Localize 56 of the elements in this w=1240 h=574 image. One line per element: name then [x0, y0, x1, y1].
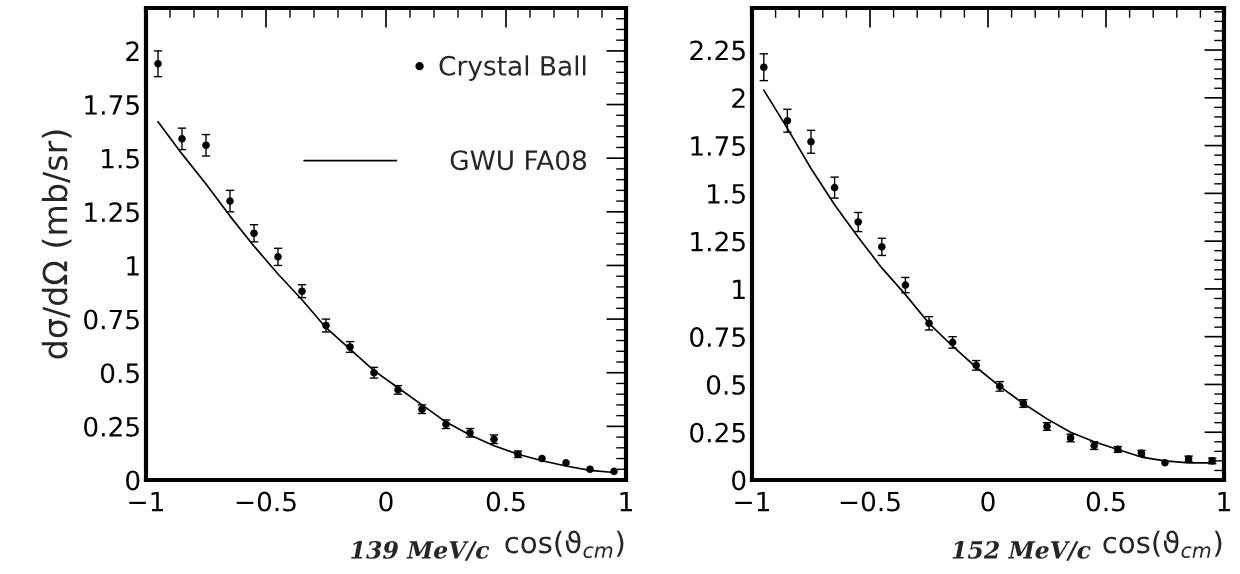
point	[202, 141, 210, 150]
y-tick-label: 0	[126, 470, 140, 491]
x-tick-label: −0.5	[840, 491, 900, 512]
y-tick-label: 1.5	[708, 184, 745, 204]
legend-label: GWU FA08	[450, 150, 587, 171]
point	[298, 287, 306, 295]
y-tick-label: 2.25	[690, 40, 745, 61]
point	[901, 281, 910, 289]
y-tick-label: 0.25	[84, 416, 139, 437]
x-tick-label: 0.5	[1086, 491, 1125, 512]
x-tick-label: 1	[620, 491, 632, 512]
y-tick-label: 1	[127, 256, 139, 276]
y-tick-label: 1.5	[102, 148, 139, 169]
point	[250, 229, 258, 238]
y-tick-label: 2	[732, 88, 745, 108]
y-tick-label: 0.75	[690, 327, 745, 348]
point	[1161, 459, 1169, 467]
x-tick-label: −0.5	[236, 491, 296, 512]
point	[538, 454, 546, 463]
x-tick-label: 1	[1218, 491, 1230, 512]
point	[925, 319, 933, 328]
text: 139 MeV/c	[351, 540, 490, 561]
y-tick-label: 1.25	[691, 231, 745, 252]
y-tick-label: 0.5	[100, 363, 139, 384]
point	[807, 137, 815, 146]
point	[562, 459, 570, 467]
point	[760, 63, 768, 72]
legend-label: Crystal Ball	[439, 55, 586, 81]
y-tick-label: 2	[126, 41, 139, 61]
y-tick-label: 0.5	[706, 374, 745, 395]
y-tick-label: 0.25	[690, 422, 745, 443]
y-tick-label: 1.75	[691, 136, 745, 156]
y-tick-label: 1.75	[85, 95, 139, 115]
x-tick-label: −1	[129, 491, 164, 512]
text: 152 MeV/c	[952, 540, 1091, 561]
point	[783, 116, 792, 125]
point	[878, 243, 886, 251]
x-tick-label: 0	[379, 491, 393, 512]
y-axis-title: dσ/dΩ (mb/sr)	[41, 130, 72, 359]
x-tick-label: 0.5	[486, 491, 525, 512]
x-tick-label: 0	[981, 491, 995, 512]
point	[586, 465, 594, 474]
point	[854, 218, 862, 226]
y-tick-label: 0.75	[84, 309, 139, 330]
y-tick-label: 0	[732, 470, 746, 491]
x-axis-title: cos(ϑ$_{cm}$)	[505, 530, 624, 559]
point	[274, 253, 282, 261]
y-tick-label: 1	[733, 279, 745, 299]
x-axis-title: cos(ϑ$_{cm}$)	[1103, 530, 1222, 559]
point	[610, 467, 618, 476]
point	[226, 197, 234, 205]
point	[154, 59, 162, 68]
x-tick-label: −1	[735, 491, 770, 512]
point	[830, 183, 839, 192]
y-tick-label: 1.25	[85, 202, 139, 223]
point	[178, 135, 186, 143]
